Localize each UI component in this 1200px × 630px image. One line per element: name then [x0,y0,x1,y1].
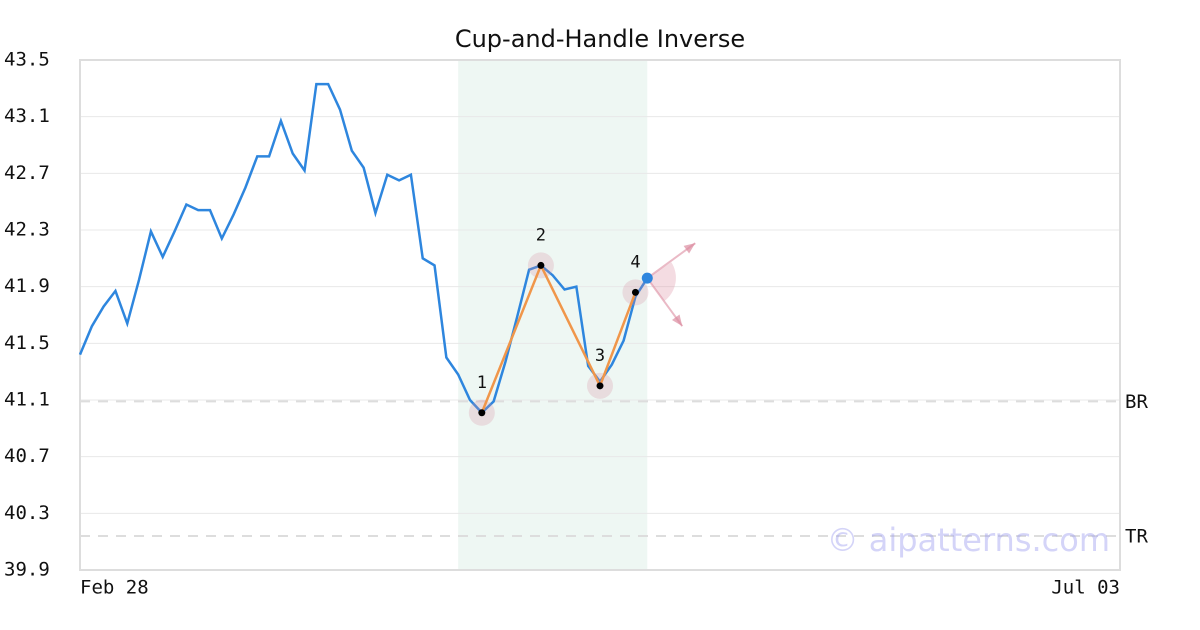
pattern-point [631,288,639,296]
y-tick-label: 41.9 [4,275,50,297]
y-tick-label: 40.7 [4,445,50,467]
level-label: BR [1125,391,1148,413]
pattern-label: 2 [536,225,546,245]
y-tick-label: 42.7 [4,162,50,184]
level-label: TR [1125,526,1148,548]
y-tick-label: 39.9 [4,559,50,581]
chart-title: Cup-and-Handle Inverse [455,25,745,53]
y-tick-label: 41.1 [4,389,50,411]
plot-border [79,59,1121,571]
pattern-label: 4 [630,252,640,272]
x-tick-label: Jul 03 [1051,577,1120,599]
pattern-point [596,382,604,390]
watermark: © aipatterns.com [827,521,1110,559]
y-tick-label: 42.3 [4,219,50,241]
last-point [641,272,653,284]
y-tick-label: 43.1 [4,105,50,127]
y-tick-label: 43.5 [4,49,50,71]
y-tick-label: 40.3 [4,502,50,524]
price-line [78,82,649,415]
arrow-head [671,314,683,327]
pattern-point [537,261,545,269]
pattern-label: 1 [477,373,487,393]
x-tick-label: Feb 28 [80,577,149,599]
pattern-line [480,262,637,414]
pattern-point [478,409,486,417]
projection-wedge [647,262,676,302]
y-tick-label: 41.5 [4,332,50,354]
arrow-head [683,243,696,254]
pattern-label: 3 [595,346,605,366]
highlight-zone [458,60,648,570]
